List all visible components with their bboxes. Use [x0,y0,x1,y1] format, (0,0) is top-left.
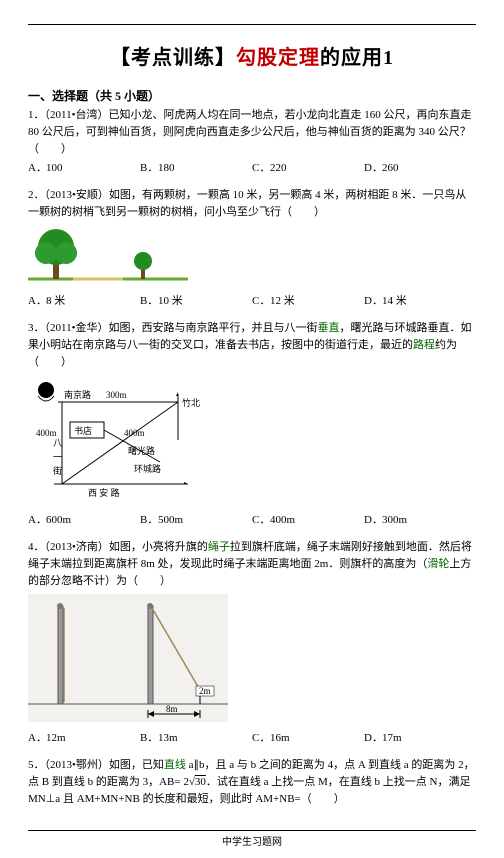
choice: A．600m [28,512,140,529]
flagpole-svg: 2m 8m [28,594,228,722]
label-300m: 300m [106,390,127,400]
question-5: 5．（2013•鄂州）如图，已知直线 a∥b，且 a 与 b 之间的距离为 4，… [28,757,476,808]
question-5-stem: 5．（2013•鄂州）如图，已知直线 a∥b，且 a 与 b 之间的距离为 4，… [28,757,476,808]
page-title: 【考点训练】勾股定理的应用1 [28,43,476,73]
question-2-figure [28,225,476,291]
tree2-canopy [134,252,152,270]
label-huancheng: 环城路 [134,463,161,474]
question-3-stem: 3．（2011•金华）如图，西安路与南京路平行，并且与八一街垂直，曙光路与环城路… [28,320,476,371]
label-shuguang: 曙光路 [128,445,155,456]
choice: D．17m [364,730,476,747]
choice: C．400m [252,512,364,529]
arrow-right [184,482,188,486]
question-4-figure: 2m 8m [28,594,476,728]
choice: B．10 米 [140,293,252,310]
arrow-up [176,392,180,396]
question-1-choices: A．100 B．180 C．220 D．260 [28,160,476,177]
choice: B．13m [140,730,252,747]
question-3-choices: A．600m B．500m C．400m D．300m [28,512,476,529]
label-jie: 街 [53,465,62,476]
label-shudian: 书店 [74,425,92,436]
choice: D．300m [364,512,476,529]
choice: B．500m [140,512,252,529]
top-rule [28,24,476,25]
choice: C．12 米 [252,293,364,310]
choice: D．14 米 [364,293,476,310]
person-icon [38,382,54,398]
question-1: 1．（2011•台湾）已知小龙、阿虎两人均在同一地点，若小龙向北直走 160 公… [28,107,476,177]
streetmap-svg: 南京路 300m 400m 八 一 街 竹北 书店 400m 曙光路 环城路 西… [28,376,228,504]
page-footer: 中学生习题网 [28,830,476,850]
title-highlight: 勾股定理 [236,47,320,69]
label-nanjing: 南京路 [64,389,91,400]
question-3: 3．（2011•金华）如图，西安路与南京路平行，并且与八一街垂直，曙光路与环城路… [28,320,476,528]
tree1-canopy2 [35,242,57,264]
choice: B．180 [140,160,252,177]
label-yi: 一 [53,452,62,462]
label-400r: 400m [124,428,145,438]
title-prefix: 【考点训练】 [110,47,236,69]
label-ba: 八 [53,438,62,448]
title-suffix: 的应用1 [320,47,394,69]
label-2m: 2m [199,686,211,696]
label-zhubei: 竹北 [182,397,200,408]
tree1-canopy3 [55,242,77,264]
choice: C．16m [252,730,364,747]
choice: C．220 [252,160,364,177]
pole2 [148,606,153,704]
pulley1 [57,603,63,609]
question-3-figure: 南京路 300m 400m 八 一 街 竹北 书店 400m 曙光路 环城路 西… [28,376,476,510]
pole1 [58,606,63,704]
label-xian: 西 安 路 [88,487,120,498]
label-400l: 400m [36,428,57,438]
choice: A．8 米 [28,293,140,310]
question-1-stem: 1．（2011•台湾）已知小龙、阿虎两人均在同一地点，若小龙向北直走 160 公… [28,107,476,158]
choice: A．100 [28,160,140,177]
choice: D．260 [364,160,476,177]
question-2-stem: 2．（2013•安顺）如图，有两颗树，一颗高 10 米，另一颗高 4 米，两树相… [28,187,476,221]
question-4-stem: 4．（2013•济南）如图，小亮将升旗的绳子拉到旗杆底端，绳子末端刚好接触到地面… [28,539,476,590]
choice: A．12m [28,730,140,747]
question-4-choices: A．12m B．13m C．16m D．17m [28,730,476,747]
label-8m: 8m [166,704,178,714]
question-2-choices: A．8 米 B．10 米 C．12 米 D．14 米 [28,293,476,310]
trees-svg [28,225,188,285]
question-4: 4．（2013•济南）如图，小亮将升旗的绳子拉到旗杆底端，绳子末端刚好接触到地面… [28,539,476,747]
section-heading: 一、选择题（共 5 小题） [28,87,476,105]
question-2: 2．（2013•安顺）如图，有两颗树，一颗高 10 米，另一颗高 4 米，两树相… [28,187,476,310]
